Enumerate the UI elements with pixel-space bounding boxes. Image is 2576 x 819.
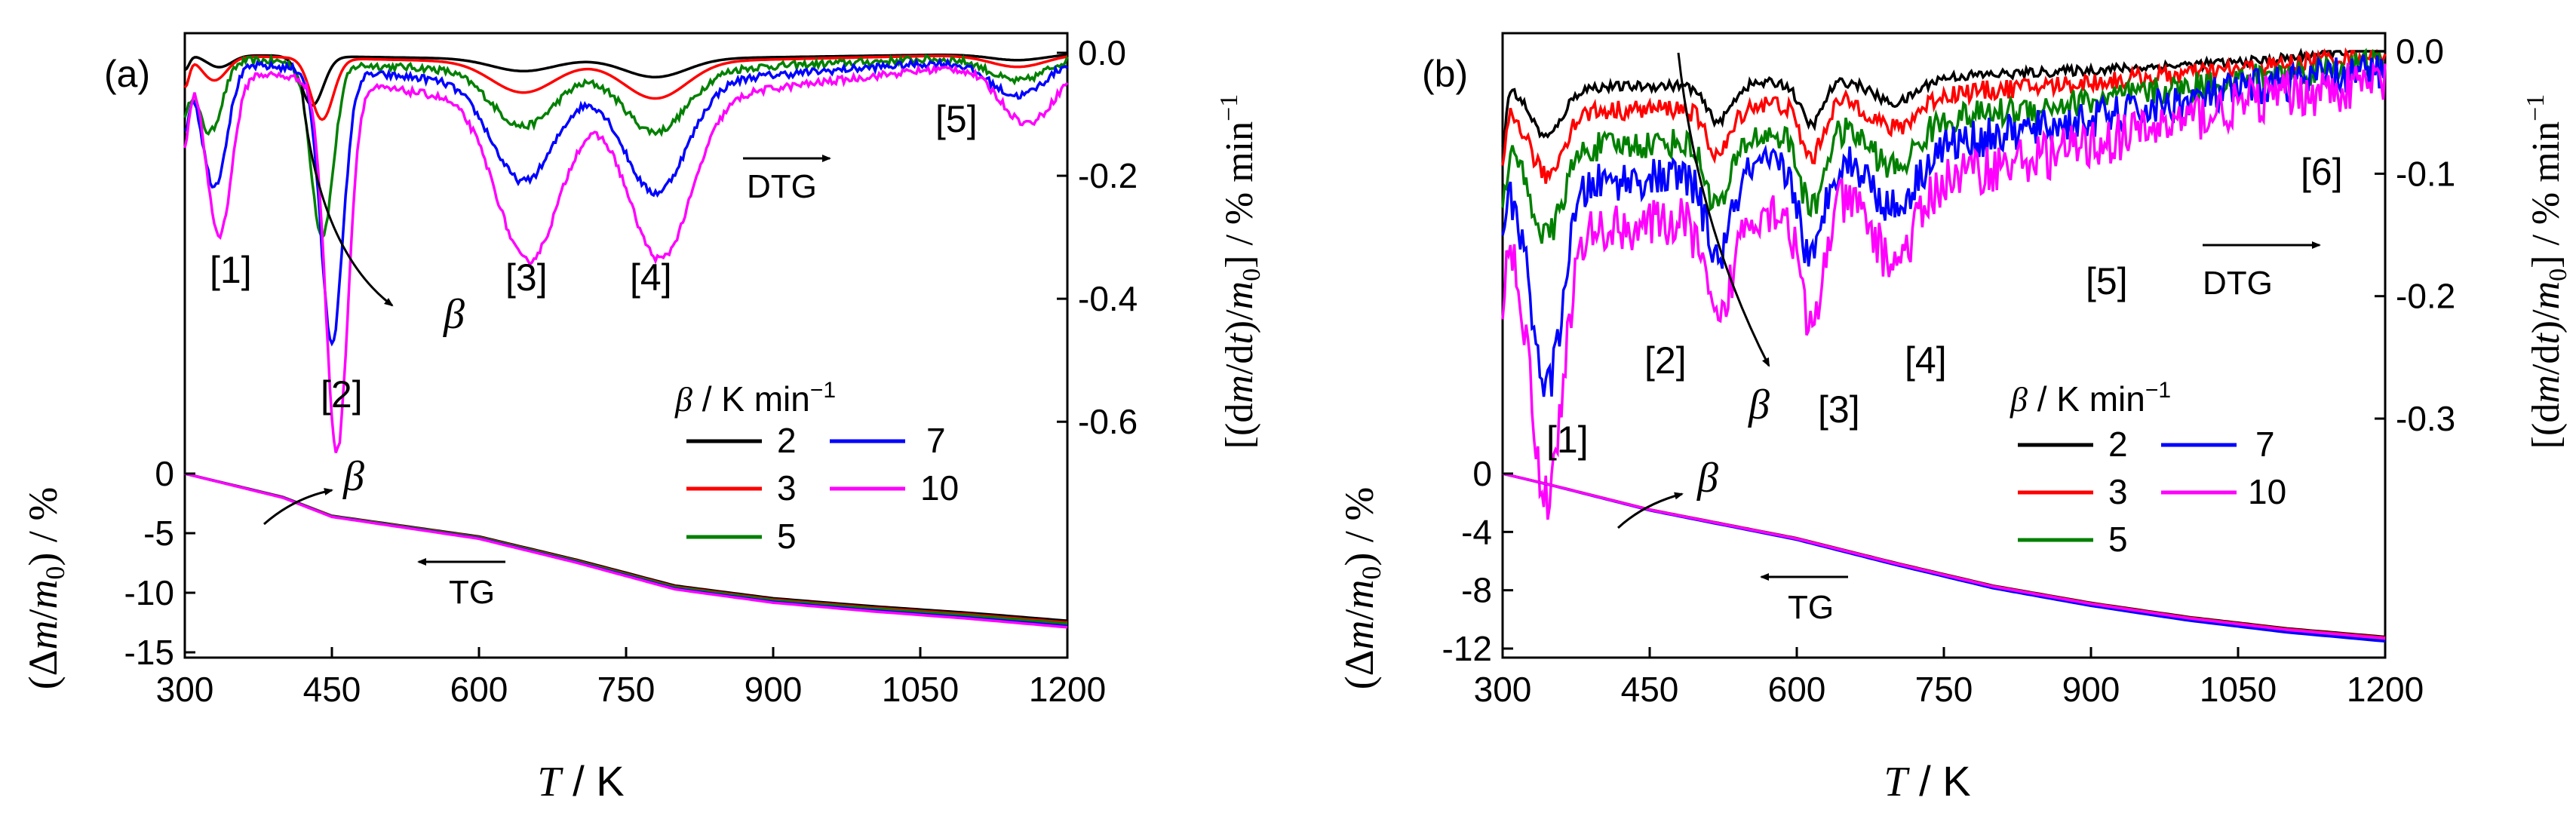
tg-tick-label: 0 bbox=[155, 454, 174, 493]
tg-tick-label: -8 bbox=[1461, 571, 1492, 610]
panel-a-ylabel-right: [(dm/dt)/m0] / % min−1 bbox=[1215, 94, 1266, 449]
panel-a-label: (a) bbox=[104, 53, 150, 95]
x-tick-label: 300 bbox=[156, 670, 214, 709]
panel-a-tg-ticks: 0 -5 -10 -15 bbox=[124, 454, 195, 672]
dtg-series-3 bbox=[1501, 47, 2387, 184]
x-tick-label: 750 bbox=[597, 670, 656, 709]
x-tick-label: 450 bbox=[1621, 670, 1679, 709]
dtg-tick-label: -0.4 bbox=[1078, 279, 1138, 318]
panel-b-label: (b) bbox=[1422, 53, 1468, 95]
panel-a-legend: β / K min−1 2 3 5 7 10 bbox=[674, 378, 959, 556]
panel-b-dtg-ticks: 0.0 -0.1 -0.2 -0.3 bbox=[2375, 32, 2455, 438]
x-tick-label: 600 bbox=[450, 670, 508, 709]
peak-label-b-1: [1] bbox=[1546, 419, 1589, 461]
beta-dtg-a: β bbox=[443, 291, 465, 338]
tg-tick-label: 0 bbox=[1472, 454, 1492, 493]
legend-entry-b-7: 7 bbox=[2255, 425, 2275, 464]
beta-arrow-tg-b bbox=[1617, 492, 1684, 529]
legend-title-a: β / K min−1 bbox=[674, 378, 836, 419]
peak-label-b-4: [4] bbox=[1905, 339, 1947, 382]
x-tick-label: 300 bbox=[1474, 670, 1532, 709]
x-tick-label: 450 bbox=[303, 670, 361, 709]
legend-entry-a-5: 5 bbox=[777, 517, 797, 556]
x-tick-label: 750 bbox=[1915, 670, 1973, 709]
x-tick-label: 1050 bbox=[882, 670, 959, 709]
x-tick-label: 1050 bbox=[2200, 670, 2277, 709]
dtg-tick-label: -0.1 bbox=[2396, 154, 2455, 193]
beta-tg-b: β bbox=[1696, 455, 1718, 502]
legend-entry-a-2: 2 bbox=[777, 421, 797, 460]
peak-label-b-3: [3] bbox=[1818, 388, 1860, 431]
beta-tg-a: β bbox=[342, 453, 364, 500]
panel-b-ylabel-right: [(dm/dt)/m0] / % min−1 bbox=[2522, 94, 2572, 449]
panel-a-tg-curves bbox=[184, 472, 1068, 629]
panel-b-dtg-curves bbox=[1501, 47, 2387, 520]
peak-label-a-1: [1] bbox=[210, 249, 252, 291]
panel-a-xlabel: T / K bbox=[537, 757, 624, 805]
peak-label-a-3: [3] bbox=[505, 256, 548, 299]
dtg-series-10 bbox=[183, 63, 1069, 453]
beta-arrow-tg-a bbox=[263, 488, 333, 526]
dtg-tick-label: -0.2 bbox=[2396, 277, 2455, 316]
dtg-tick-label: 0.0 bbox=[2396, 32, 2444, 71]
x-tick-label: 1200 bbox=[1029, 670, 1106, 709]
peak-label-a-5: [5] bbox=[935, 98, 978, 140]
x-tick-label: 1200 bbox=[2347, 670, 2424, 709]
panel-b: 300 450 600 750 900 1050 1200 0 -4 -8 -12 0.0 -0.1… bbox=[1337, 32, 2572, 805]
tg-tick-label: -10 bbox=[124, 573, 174, 612]
dtg-tick-label: -0.3 bbox=[2396, 399, 2455, 438]
tg-series-10 bbox=[1502, 472, 2386, 640]
panel-a-x-ticks: 300 450 600 750 900 1050 1200 bbox=[156, 647, 1106, 709]
beta-arrow-dtg-b bbox=[1677, 52, 1770, 367]
dtg-tick-label: -0.6 bbox=[1078, 402, 1138, 441]
legend-entry-a-7: 7 bbox=[926, 421, 946, 460]
legend-entry-b-3: 3 bbox=[2108, 472, 2128, 511]
peak-label-a-2: [2] bbox=[321, 373, 363, 416]
tg-tick-label: -5 bbox=[143, 514, 174, 553]
dtg-series-10 bbox=[1501, 61, 2387, 520]
legend-title-b: β / K min−1 bbox=[2010, 378, 2171, 419]
panel-b-legend: β / K min−1 2 3 5 7 10 bbox=[2010, 378, 2286, 559]
peak-label-b-6: [6] bbox=[2301, 151, 2343, 193]
tg-tick-label: -4 bbox=[1461, 512, 1492, 551]
legend-entry-a-3: 3 bbox=[777, 468, 797, 508]
tg-label-a: TG bbox=[449, 574, 495, 611]
peak-label-b-5: [5] bbox=[2086, 260, 2128, 302]
x-tick-label: 600 bbox=[1768, 670, 1826, 709]
dtg-label-b: DTG bbox=[2203, 265, 2273, 302]
legend-entry-b-10: 10 bbox=[2248, 472, 2286, 511]
peak-label-b-2: [2] bbox=[1644, 339, 1687, 382]
tg-tick-label: -15 bbox=[124, 633, 174, 672]
dtg-series-3 bbox=[183, 54, 1068, 121]
legend-entry-b-5: 5 bbox=[2108, 520, 2128, 559]
dtg-series-2 bbox=[1501, 48, 2385, 147]
dtg-tick-label: -0.2 bbox=[1078, 156, 1138, 195]
tg-label-b: TG bbox=[1788, 589, 1834, 626]
panel-a-dtg-curves bbox=[183, 53, 1069, 453]
panel-b-tg-ticks: 0 -4 -8 -12 bbox=[1442, 454, 1513, 668]
panel-a-dtg-ticks: 0.0 -0.2 -0.4 -0.6 bbox=[1057, 33, 1138, 441]
panel-b-tg-curves bbox=[1502, 472, 2386, 643]
tg-series-10 bbox=[184, 472, 1068, 629]
dtg-label-a: DTG bbox=[747, 168, 817, 205]
x-tick-label: 900 bbox=[2062, 670, 2120, 709]
dtg-series-5 bbox=[1501, 48, 2387, 244]
legend-entry-a-10: 10 bbox=[920, 468, 959, 508]
beta-dtg-b: β bbox=[1748, 382, 1770, 428]
dtg-tick-label: 0.0 bbox=[1078, 33, 1126, 72]
dtg-series-5 bbox=[183, 53, 1069, 241]
x-tick-label: 900 bbox=[745, 670, 803, 709]
panel-a: 300 450 600 750 900 1050 1200 0 -5 -10 -15 0.0 -0.… bbox=[20, 32, 1266, 805]
tg-tick-label: -12 bbox=[1442, 629, 1492, 668]
peak-label-a-4: [4] bbox=[630, 256, 672, 299]
panel-a-ylabel-left: (Δm/m0) / % bbox=[20, 487, 70, 690]
panel-b-x-ticks: 300 450 600 750 900 1050 1200 bbox=[1474, 647, 2424, 709]
beta-arrow-dtg-a bbox=[300, 86, 394, 307]
dtg-series-7 bbox=[184, 57, 1069, 347]
panel-b-ylabel-left: (Δm/m0) / % bbox=[1337, 487, 1386, 690]
legend-entry-b-2: 2 bbox=[2108, 425, 2128, 464]
panel-b-xlabel: T / K bbox=[1884, 757, 1970, 805]
